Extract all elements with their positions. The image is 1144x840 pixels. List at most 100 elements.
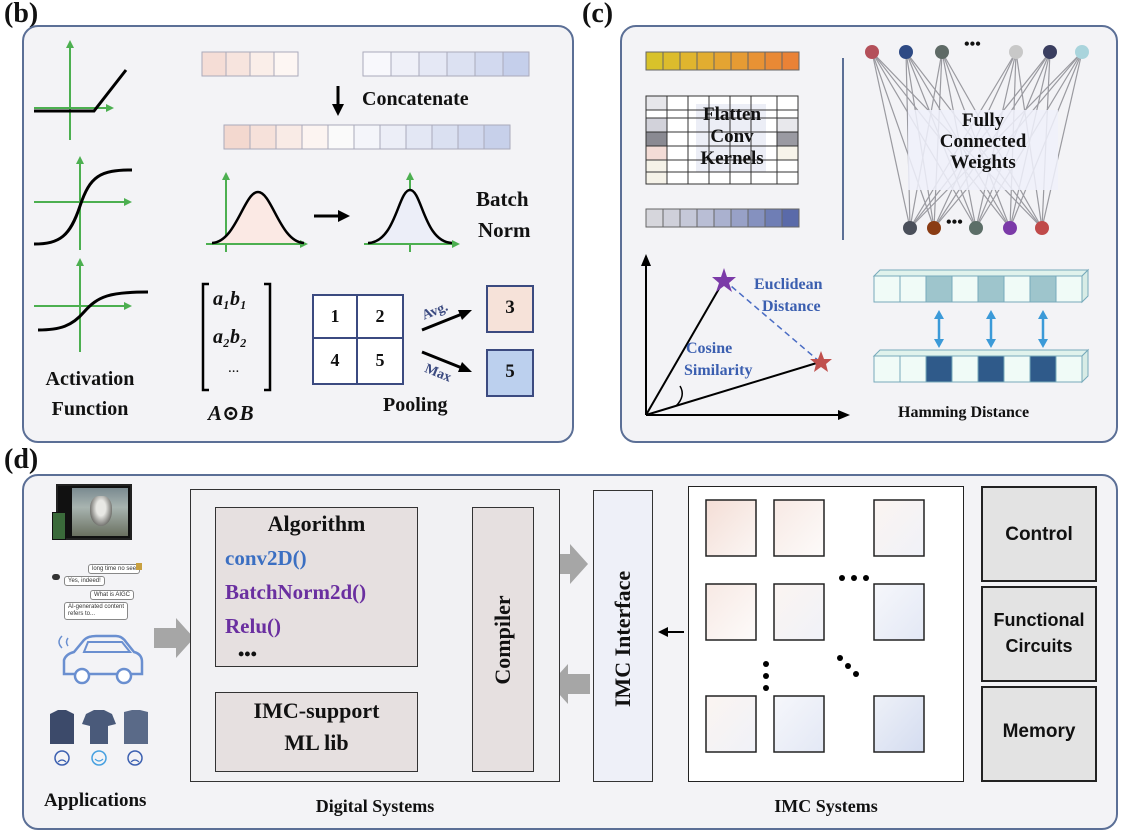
code-relu: Relu() bbox=[225, 614, 281, 638]
concat-arrow bbox=[332, 86, 344, 116]
fc-dots-bottom: ••• bbox=[946, 214, 963, 231]
vector-concat bbox=[223, 124, 511, 150]
memory-label: Memory bbox=[1002, 721, 1076, 742]
fc-label-bg bbox=[908, 110, 1058, 190]
panel-c-graphics bbox=[641, 45, 1090, 420]
compiler-box bbox=[472, 507, 534, 772]
gaussian-after bbox=[364, 172, 460, 252]
bot-avatar-icon bbox=[52, 574, 60, 580]
interface-to-compiler-arrow bbox=[550, 664, 590, 704]
fc-bottom-nodes bbox=[903, 221, 1049, 235]
functional-circuits-box bbox=[981, 586, 1097, 682]
user-avatar-icon bbox=[136, 563, 142, 570]
panel-c-label: (c) bbox=[582, 0, 614, 29]
fc-label-1: Fully bbox=[961, 110, 1005, 131]
panel-b-label: (b) bbox=[4, 0, 39, 29]
max-result-box bbox=[486, 349, 534, 397]
sigmoid-plot bbox=[33, 156, 133, 250]
activation-label-1: Activation bbox=[45, 368, 135, 390]
concatenate-label: Concatenate bbox=[362, 88, 469, 110]
activation-label-2: Function bbox=[51, 398, 129, 420]
max-result: 5 bbox=[505, 361, 515, 382]
matrix-brackets bbox=[201, 282, 272, 392]
functional-label-2: Circuits bbox=[1005, 636, 1073, 656]
avg-result: 3 bbox=[505, 297, 515, 318]
vector-b bbox=[362, 51, 530, 77]
imc-tiles bbox=[705, 499, 925, 753]
wolf-image bbox=[72, 488, 128, 536]
batchnorm-label-2: Norm bbox=[478, 218, 531, 242]
algorithm-box bbox=[215, 507, 418, 667]
apps-to-digital-arrow bbox=[154, 618, 194, 658]
chat-bubble-2: Yes, indeed! bbox=[64, 576, 105, 586]
chat-bubble-4: AI-generated content refers to... bbox=[64, 602, 129, 620]
panel-d-label: (d) bbox=[4, 444, 39, 475]
conv-vector-bottom bbox=[645, 208, 800, 228]
pool-cell-5: 5 bbox=[375, 350, 385, 370]
batchnorm-arrow bbox=[314, 210, 350, 222]
tv-side-icon bbox=[52, 512, 66, 540]
fc-label-2: Connected bbox=[939, 131, 1027, 152]
imc-interface-box bbox=[593, 490, 653, 782]
imc-systems-label: IMC Systems bbox=[774, 796, 878, 816]
pool-arrows bbox=[421, 310, 472, 372]
matrix-row-2: a₂b₂ bbox=[213, 326, 247, 348]
red-star-icon bbox=[810, 351, 832, 372]
fc-edge bbox=[871, 51, 935, 229]
pool-cell-4: 4 bbox=[330, 350, 340, 370]
algorithm-title: Algorithm bbox=[267, 511, 366, 536]
vector-space-axes bbox=[641, 254, 850, 420]
code-conv2d: conv2D() bbox=[225, 546, 307, 570]
matrix-row-1: a₁b₁ bbox=[213, 288, 247, 310]
digital-systems-label: Digital Systems bbox=[315, 796, 435, 816]
batchnorm-label-1: Batch bbox=[476, 187, 529, 211]
relu-plot bbox=[34, 40, 128, 140]
avg-result-box bbox=[486, 285, 534, 333]
applications-label: Applications bbox=[44, 790, 147, 811]
control-label: Control bbox=[1005, 524, 1073, 545]
flatten-label-3: Kernels bbox=[700, 148, 764, 169]
fc-dots-top: ••• bbox=[964, 36, 981, 53]
fc-top-nodes bbox=[865, 45, 1089, 59]
purple-star-icon bbox=[712, 268, 736, 292]
fc-edge bbox=[1041, 51, 1083, 229]
euclid-label-1: Euclidean bbox=[754, 276, 823, 293]
car-icon bbox=[58, 634, 144, 685]
code-batchnorm: BatchNorm2d() bbox=[225, 580, 367, 604]
jacket-icon bbox=[50, 710, 74, 744]
cos-label-2: Similarity bbox=[684, 362, 753, 379]
conv-kernel-grid bbox=[645, 95, 799, 185]
tanh-plot bbox=[34, 258, 149, 352]
panel-b bbox=[22, 25, 574, 443]
flatten-label-2: Conv bbox=[710, 126, 754, 147]
code-dots: ••• bbox=[238, 644, 257, 664]
coat-icon bbox=[124, 710, 148, 744]
tshirt-icon bbox=[82, 710, 116, 744]
cos-label-1: Cosine bbox=[686, 340, 733, 357]
vector-a bbox=[201, 51, 299, 77]
fc-edge bbox=[871, 51, 911, 229]
fc-label-3: Weights bbox=[950, 152, 1016, 173]
clothing-icons bbox=[50, 710, 148, 766]
pool-cell-2: 2 bbox=[375, 306, 385, 326]
panel-b-graphics bbox=[33, 40, 534, 397]
pooling-label: Pooling bbox=[383, 394, 448, 416]
hadamard-label: A⊙B bbox=[208, 401, 254, 425]
gaussian-before bbox=[206, 172, 308, 252]
compiler-label: Compiler bbox=[490, 595, 515, 685]
functional-label-1: Functional bbox=[993, 610, 1085, 630]
memory-box bbox=[981, 686, 1097, 782]
euclid-label-2: Distance bbox=[762, 298, 821, 315]
imc-interface-label: IMC Interface bbox=[610, 570, 635, 708]
hamming-label: Hamming Distance bbox=[898, 404, 1030, 421]
conv-vector-top bbox=[645, 51, 800, 71]
hamming-arrows bbox=[934, 310, 1048, 348]
control-box bbox=[981, 486, 1097, 582]
matrix-dots: ... bbox=[228, 360, 240, 376]
ml-lib-label-2: ML lib bbox=[284, 730, 349, 755]
flatten-label-1: Flatten bbox=[702, 104, 762, 125]
tv-monitor-icon bbox=[56, 484, 132, 540]
ml-lib-box bbox=[215, 692, 418, 772]
pool-grid bbox=[312, 294, 404, 385]
pool-cell-1: 1 bbox=[330, 306, 340, 326]
